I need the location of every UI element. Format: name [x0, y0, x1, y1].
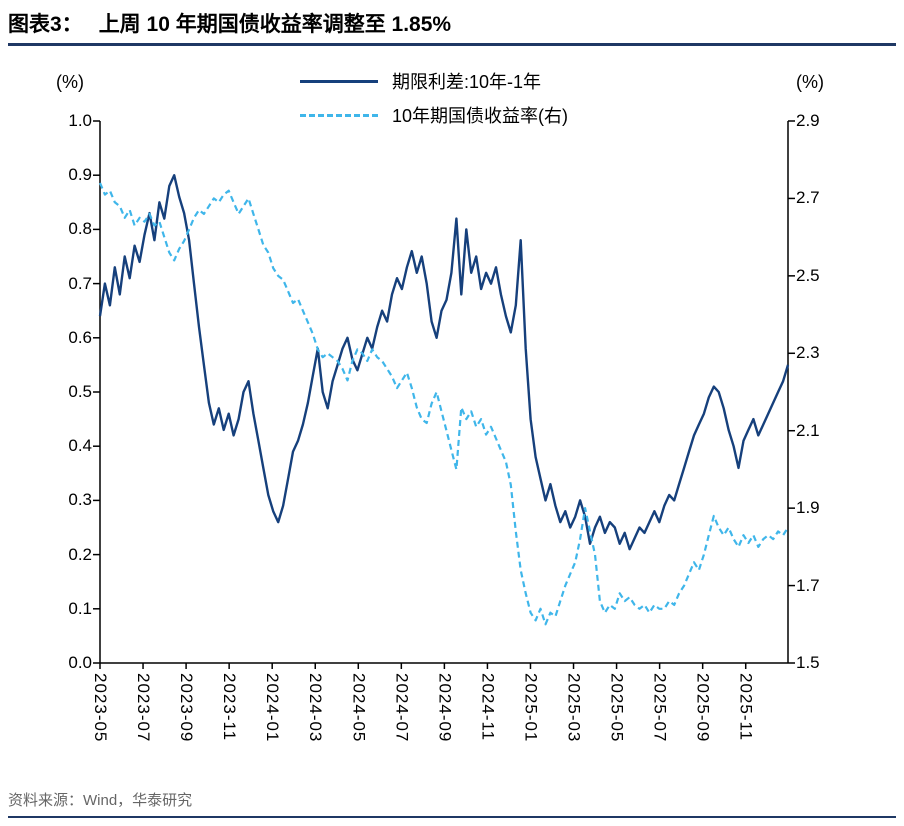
spread-series-line — [98, 174, 790, 551]
chart-area: (%) (%) 期限利差:10年-1年 10年期国债收益率(右) 0.0 0.1 0… — [0, 46, 904, 771]
header: 图表3： 上周 10 年期国债收益率调整至 1.85% — [0, 0, 904, 42]
left-axis-unit-label: (%) — [56, 72, 84, 92]
legend: 期限利差:10年-1年 10年期国债收益率(右) — [300, 64, 568, 132]
spread-line-sample-icon — [300, 79, 378, 83]
legend-item-spread: 期限利差:10年-1年 — [300, 64, 568, 98]
page-title: 上周 10 年期国债收益率调整至 1.85% — [98, 13, 452, 36]
bottom-divider — [8, 816, 896, 818]
legend-label-spread: 期限利差:10年-1年 — [392, 72, 542, 92]
source-note: 资料来源：Wind，华泰研究 — [8, 792, 193, 809]
right-axis-unit-label: (%) — [796, 72, 824, 92]
yield-line-sample-icon — [300, 113, 378, 117]
legend-item-yield: 10年期国债收益率(右) — [300, 98, 568, 132]
legend-label-yield: 10年期国债收益率(右) — [392, 106, 569, 126]
line-chart — [93, 120, 795, 669]
title-divider — [8, 43, 896, 46]
chart-number-label: 图表3： — [8, 13, 83, 36]
yield-series-line — [98, 182, 789, 626]
